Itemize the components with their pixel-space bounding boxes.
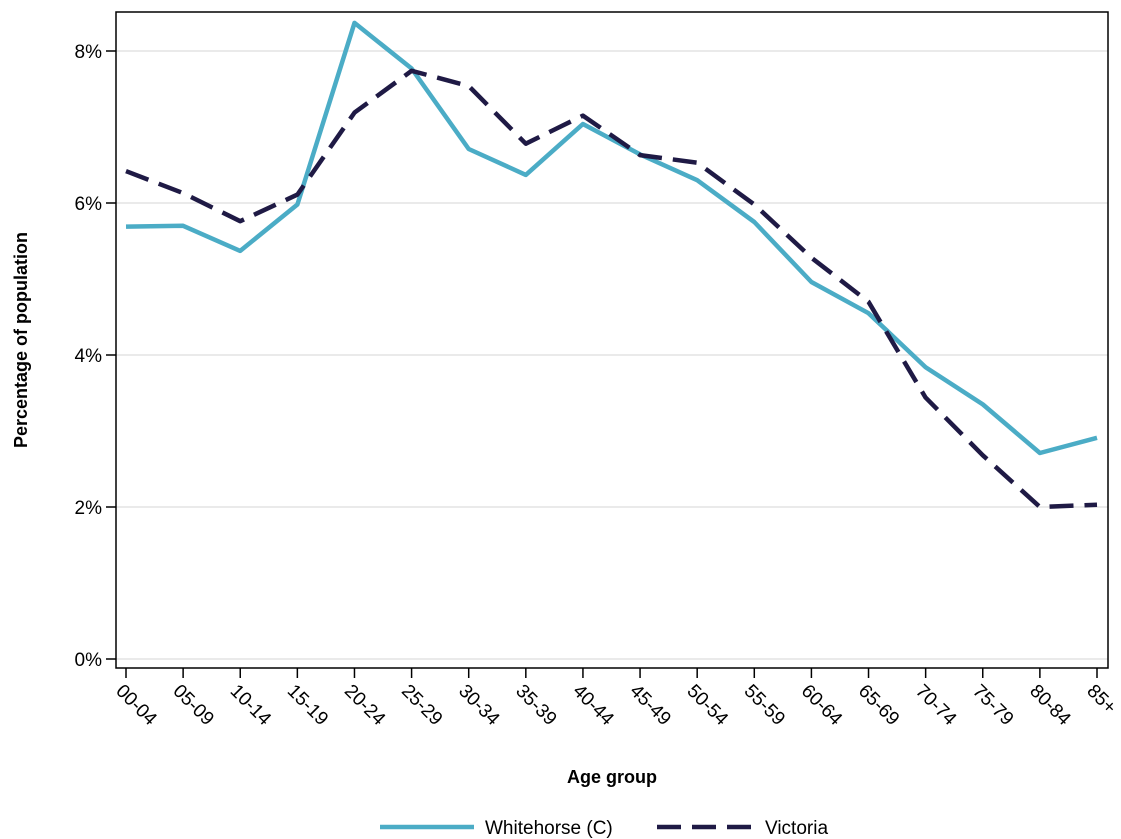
x-tick-label: 85+ (1082, 681, 1120, 719)
legend: Whitehorse (C) Victoria (380, 818, 828, 839)
y-tick-label: 0% (75, 650, 103, 671)
x-tick-label: 25-29 (397, 681, 446, 730)
x-tick-label: 10-14 (226, 681, 276, 731)
y-tick-label: 4% (75, 346, 103, 367)
x-tick-label: 70-74 (911, 681, 961, 731)
x-tick-label: 80-84 (1025, 681, 1075, 731)
x-tick-label: 35-39 (511, 681, 560, 730)
x-tick-label: 60-64 (797, 681, 847, 731)
series-lines (125, 20, 1098, 510)
x-tick-label: 55-59 (740, 681, 789, 730)
x-tick-label: 05-09 (169, 681, 218, 730)
legend-label: Whitehorse (C) (485, 818, 613, 839)
gridlines (116, 50, 1108, 660)
x-tick-label: 30-34 (454, 681, 504, 731)
x-tick-label: 75-79 (968, 681, 1017, 730)
legend-label: Victoria (765, 818, 828, 839)
x-tick-label: 65-69 (854, 681, 903, 730)
series-line (125, 20, 1098, 456)
y-tick-label: 6% (75, 194, 103, 215)
x-axis: 00-04 05-09 10-14 15-19 20-24 25-29 30-34 35-39… (111, 668, 1120, 730)
x-tick-label: 15-19 (283, 681, 332, 730)
x-axis-title: Age group (567, 767, 657, 787)
x-tick-label: 40-44 (568, 681, 618, 731)
x-tick-label: 45-49 (626, 681, 675, 730)
plot-frame (115, 11, 1109, 669)
x-tick-label: 00-04 (111, 681, 161, 731)
y-tick-label: 8% (75, 42, 103, 63)
x-tick-label: 20-24 (340, 681, 390, 731)
x-tick-label: 50-54 (683, 681, 733, 731)
series-line (125, 68, 1098, 510)
y-tick-label: 2% (75, 498, 103, 519)
y-axis: 0% 2% 4% 6% 8% (75, 42, 116, 671)
y-axis-title: Percentage of population (11, 232, 31, 448)
